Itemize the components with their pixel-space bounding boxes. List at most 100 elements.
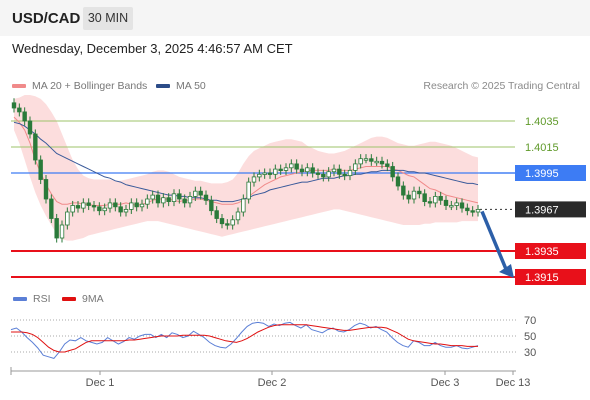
candle-body [337,168,342,175]
candle-body [454,202,459,206]
level-tag-current [515,201,586,218]
candle-body [187,195,193,204]
legend-ma50: MA 50 [156,80,206,92]
level-label-support: 1.3935 [525,246,559,258]
ma50-label: MA 50 [176,80,206,92]
level-tag-support [515,269,586,285]
candle-body [401,185,406,196]
candle-body [209,199,214,212]
candle-body [449,205,454,208]
symbol-label: USD/CAD [12,10,81,27]
candle-body [358,158,363,165]
arrow-head [499,264,514,278]
rsi-tick-label: 50 [524,331,536,343]
ma50-line [13,121,479,203]
candle-body [427,201,433,204]
price-levels [11,120,515,278]
candle-body [241,198,246,213]
candle-body [433,195,438,204]
candle-body [171,193,177,203]
ma20-label: MA 20 + Bollinger Bands [32,80,148,92]
candle-body [406,194,411,200]
candle-body [155,194,161,204]
candle-body [395,176,401,187]
candle-body [379,160,385,165]
candle-body [374,160,379,164]
candle-body [86,202,91,206]
rsi-ma-line [11,324,478,353]
candle-body [203,194,209,201]
rsi-legend: RSI 9MA [13,293,104,305]
arrow-shaft [480,210,510,275]
candle-body [369,158,374,162]
x-tick-label: Dec 3 [431,377,460,389]
level-label-resistance: 1.4015 [525,142,559,154]
candle-body [475,208,481,213]
candle-body [118,206,123,213]
rsi-tick-label: 30 [524,347,536,359]
candle-body [49,198,54,219]
candle-body [75,205,81,209]
level-tag-support [515,243,586,259]
candle-body [299,168,305,173]
candle-body [161,197,166,204]
research-credit: Research © 2025 Trading Central [423,80,580,92]
candle-body [443,199,449,206]
candle-body [331,168,337,173]
candle-body [390,166,395,178]
candle-body [321,173,326,178]
candle-body [54,218,59,239]
candle-body [177,193,182,200]
candle-body [363,158,369,161]
candle-body [315,172,321,175]
candle-body [17,107,22,113]
candle-body [91,205,97,208]
candle-body [59,224,65,239]
candle-body [134,202,139,208]
x-axis: Dec 1 Dec 2 Dec 3 Dec 13 [10,367,531,389]
x-tick-label: Dec 13 [496,377,531,389]
level-labels: 1.4035 1.4015 1.3995 1.3967 1.3935 1.3915 [515,116,586,285]
candle-body [182,198,187,204]
candle-body [273,168,278,175]
candle-body [38,159,43,180]
bollinger-bands [14,95,478,241]
candle-body [305,167,310,173]
candle-body [417,190,422,195]
moving-averages [13,116,479,207]
ma20-swatch [12,84,26,89]
candle-body [278,168,283,172]
chart-header: USD/CAD 30 MIN [0,0,590,36]
candle-body [310,167,315,174]
candle-body [342,173,347,177]
legend-ma20: MA 20 + Bollinger Bands [12,80,147,92]
candle-body [193,190,198,197]
candle-body [262,172,267,175]
timeframe-button[interactable]: 30 MIN [83,7,133,30]
candle-body [145,198,150,205]
candle-body [225,223,230,226]
bollinger-fill [14,95,478,241]
candle-body [257,173,262,178]
level-label-support: 1.3915 [525,272,559,284]
candle-body [70,205,75,213]
candle-body [43,179,49,200]
candle-body [422,193,427,203]
candle-body [283,167,289,171]
candle-body [438,195,443,201]
rsi-tick-label: 70 [524,315,536,327]
candle-body [139,203,145,208]
level-tag-pivot [515,165,586,181]
level-label-current: 1.3967 [525,204,559,216]
candle-body [107,202,113,209]
rsi-ma-swatch [62,297,76,301]
rsi-line [10,321,479,359]
candle-body [470,210,475,213]
candle-body [150,194,155,200]
candle-body [289,163,294,169]
candle-body [326,171,331,178]
candle-body [251,176,257,183]
candle-body [198,190,203,196]
candle-body [113,202,118,208]
